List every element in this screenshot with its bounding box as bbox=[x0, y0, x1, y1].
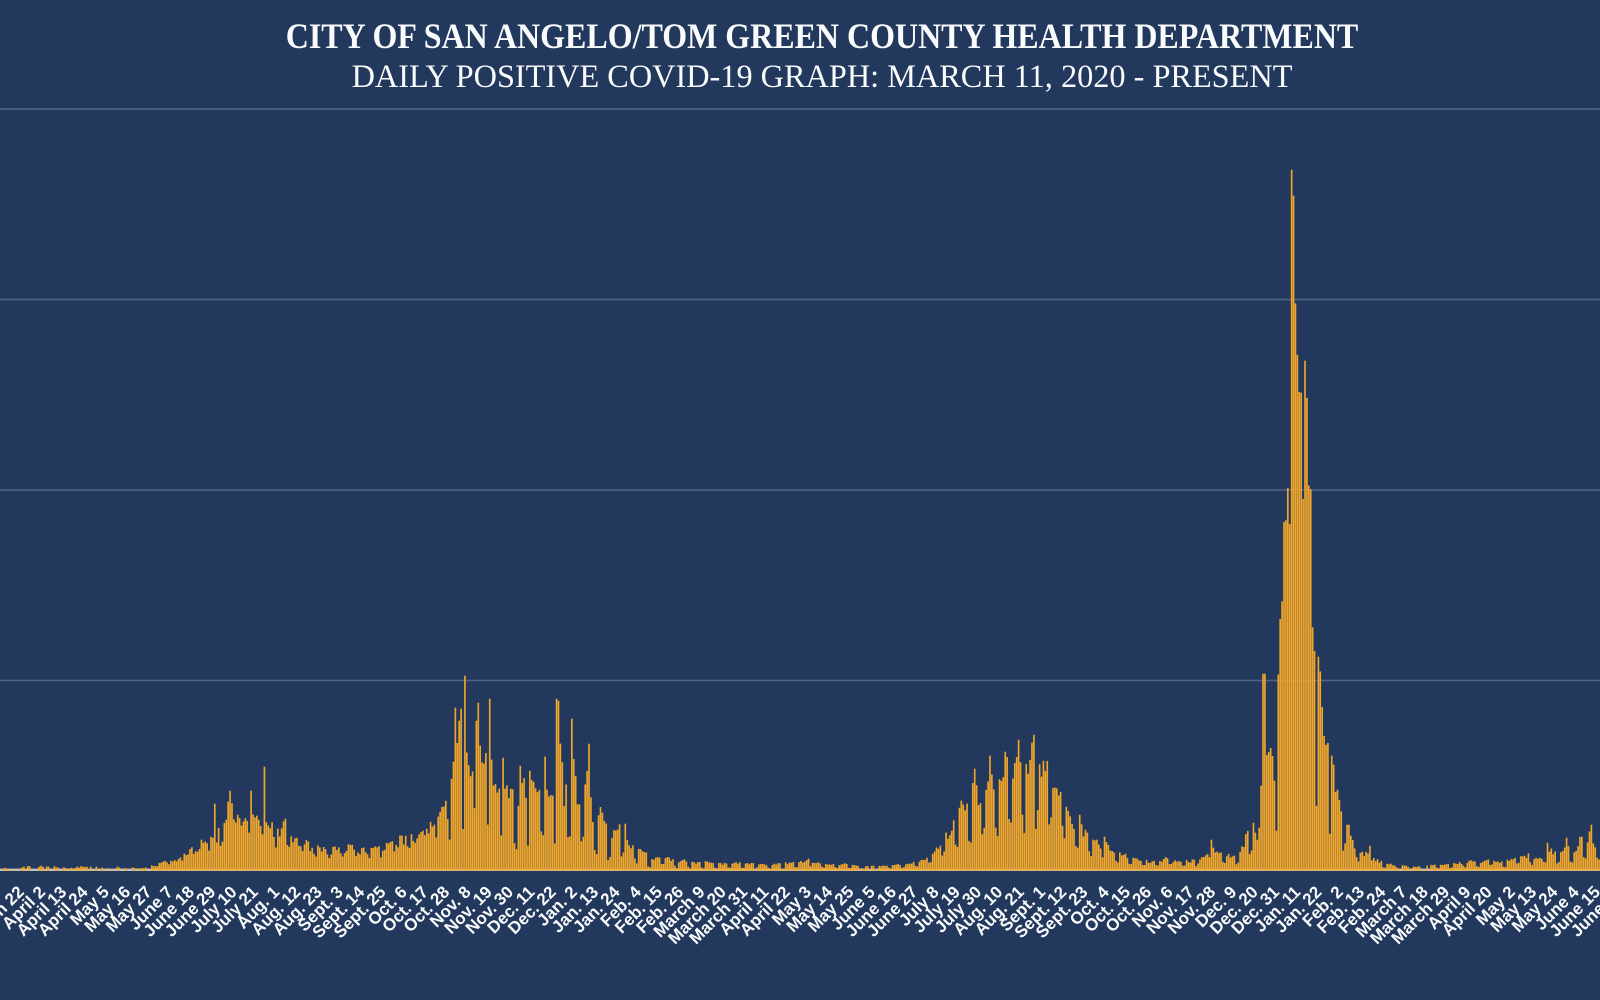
svg-text:DAILY POSITIVE COVID-19 GRAPH:: DAILY POSITIVE COVID-19 GRAPH: MARCH 11,… bbox=[352, 58, 1293, 94]
svg-text:CITY OF SAN ANGELO/TOM GREEN C: CITY OF SAN ANGELO/TOM GREEN COUNTY HEAL… bbox=[286, 17, 1359, 56]
